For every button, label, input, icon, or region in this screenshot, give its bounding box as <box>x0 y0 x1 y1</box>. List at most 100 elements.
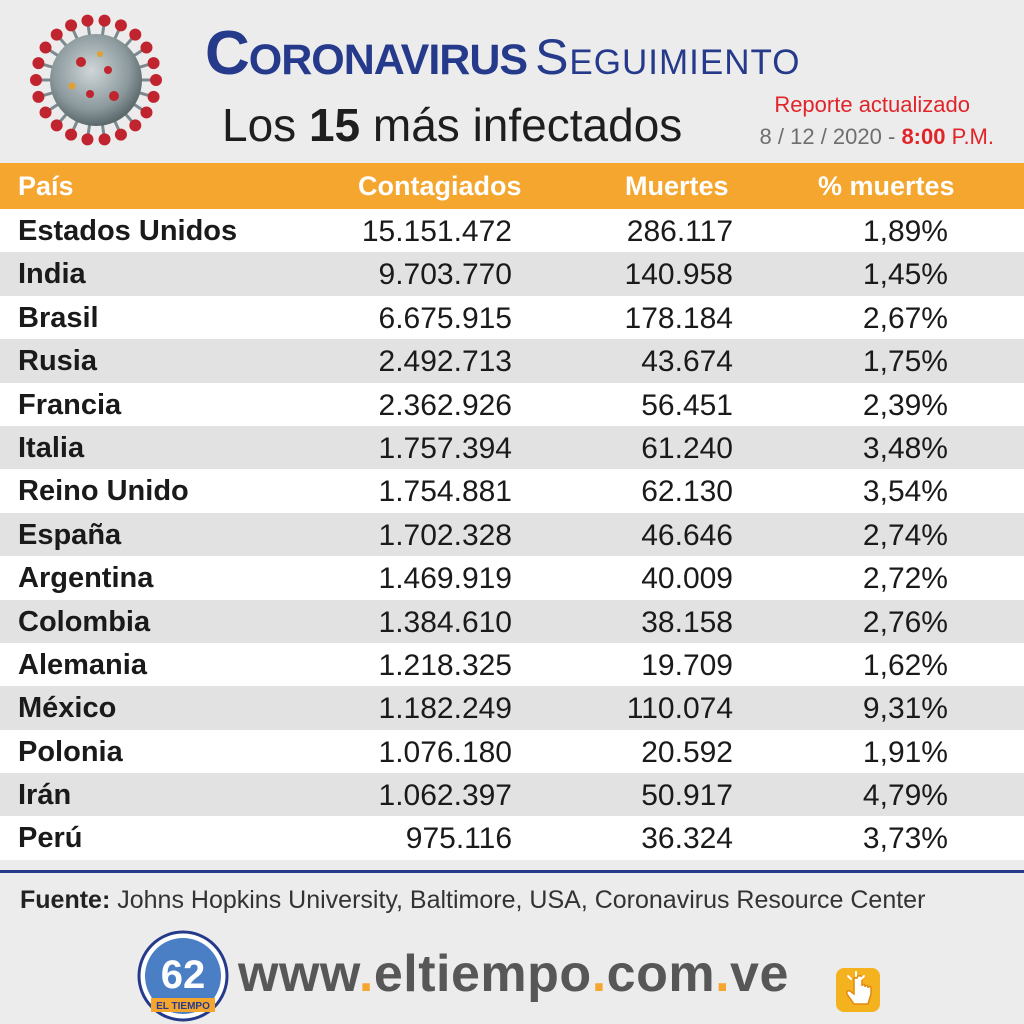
url-dot: . <box>358 945 374 1003</box>
table-row: Colombia 1.384.610 38.158 2,76% <box>0 599 1024 643</box>
source-text: Johns Hopkins University, Baltimore, USA… <box>110 886 926 914</box>
cell-deaths: 36.324 <box>641 822 733 856</box>
cell-infected: 6.675.915 <box>378 301 512 335</box>
cell-country: Polonia <box>18 735 123 768</box>
data-table: Estados Unidos 15.151.472 286.117 1,89% Indi… <box>0 209 1024 860</box>
cell-infected: 9.703.770 <box>378 258 512 292</box>
cell-country: Estados Unidos <box>18 215 238 247</box>
cell-country: Colombia <box>18 605 151 638</box>
cell-infected: 1.702.328 <box>378 518 512 552</box>
cell-country: Irán <box>18 779 72 812</box>
cell-deaths: 140.958 <box>624 258 733 292</box>
cell-death-rate: 3,54% <box>862 475 948 509</box>
cell-deaths: 110.074 <box>626 692 733 726</box>
cell-infected: 1.218.325 <box>378 648 512 682</box>
ampm-text: P.M. <box>951 124 994 149</box>
date-text: 8 / 12 / 2020 - <box>759 124 896 149</box>
cell-country: Francia <box>18 388 122 421</box>
cell-country: España <box>18 518 122 551</box>
table-row: Francia 2.362.926 56.451 2,39% <box>0 382 1024 426</box>
cell-death-rate: 2,76% <box>862 605 948 639</box>
cell-infected: 15.151.472 <box>361 215 512 248</box>
cell-infected: 1.754.881 <box>378 475 512 509</box>
subtitle-suffix: más infectados <box>360 99 683 151</box>
table-row: Italia 1.757.394 61.240 3,48% <box>0 425 1024 470</box>
table-row: España 1.702.328 46.646 2,74% <box>0 512 1024 557</box>
subtitle-number: 15 <box>308 99 361 151</box>
column-header-deaths: Muertes <box>625 171 729 201</box>
cell-infected: 2.492.713 <box>378 345 512 379</box>
cell-deaths: 61.240 <box>641 431 733 465</box>
cell-deaths: 56.451 <box>641 388 733 422</box>
cell-country: Brasil <box>18 301 99 334</box>
cell-deaths: 20.592 <box>641 735 733 769</box>
table-row: Polonia 1.076.180 20.592 1,91% <box>0 729 1024 774</box>
cell-death-rate: 9,31% <box>862 692 948 726</box>
cell-death-rate: 1,89% <box>862 215 948 248</box>
url-com: com <box>606 945 716 1003</box>
website-url[interactable]: www.eltiempo.com.ve <box>238 944 789 1004</box>
cell-country: Argentina <box>18 562 154 595</box>
url-eltiempo: eltiempo <box>373 945 592 1003</box>
cell-deaths: 43.674 <box>641 345 733 379</box>
source-line: Fuente: Johns Hopkins University, Baltim… <box>20 886 925 915</box>
cell-infected: 1.062.397 <box>378 779 512 813</box>
cell-death-rate: 1,91% <box>862 735 948 769</box>
cell-country: Rusia <box>18 345 97 378</box>
url-dot: . <box>591 945 607 1003</box>
cell-infected: 1.384.610 <box>378 605 512 639</box>
table-row: Brasil 6.675.915 178.184 2,67% <box>0 295 1024 340</box>
cell-country: Perú <box>18 822 83 855</box>
table-row: Irán 1.062.397 50.917 4,79% <box>0 773 1024 817</box>
cell-death-rate: 3,48% <box>862 431 948 465</box>
main-title: Coronavirus Seguimiento <box>205 18 800 89</box>
cell-death-rate: 2,39% <box>862 388 948 422</box>
cell-country: Italia <box>18 431 85 464</box>
cell-deaths: 286.117 <box>626 215 733 248</box>
cell-death-rate: 2,67% <box>862 301 948 335</box>
column-header-death-rate: % muertes <box>818 171 955 201</box>
report-date: 8 / 12 / 2020 - 8:00 P.M. <box>760 124 994 150</box>
cell-deaths: 50.917 <box>641 779 733 813</box>
cell-country: India <box>18 258 86 291</box>
cell-death-rate: 1,62% <box>862 648 948 682</box>
table-row: México 1.182.249 110.074 9,31% <box>0 686 1024 730</box>
cell-death-rate: 4,79% <box>862 779 948 813</box>
coronavirus-icon <box>30 14 162 146</box>
divider <box>0 870 1024 873</box>
table-row: Rusia 2.492.713 43.674 1,75% <box>0 339 1024 383</box>
cell-infected: 1.076.180 <box>378 735 512 769</box>
cell-deaths: 38.158 <box>641 605 733 639</box>
table-row: Alemania 1.218.325 19.709 1,62% <box>0 642 1024 687</box>
title-seguimiento: Seguimiento <box>535 29 801 85</box>
table-row: Argentina 1.469.919 40.009 2,72% <box>0 556 1024 600</box>
cell-country: Reino Unido <box>18 475 189 508</box>
cell-infected: 1.469.919 <box>378 562 512 596</box>
cell-infected: 1.757.394 <box>378 431 512 465</box>
cell-death-rate: 1,45% <box>862 258 948 292</box>
cell-deaths: 46.646 <box>641 518 733 552</box>
logo-number: 62 <box>161 953 206 997</box>
cell-death-rate: 2,72% <box>862 562 948 596</box>
table-row: India 9.703.770 140.958 1,45% <box>0 252 1024 296</box>
url-www: www <box>238 945 359 1003</box>
report-label: Reporte actualizado <box>774 92 970 117</box>
table-header: País Contagiados Muertes % muertes <box>0 163 1024 209</box>
table-row: Estados Unidos 15.151.472 286.117 1,89% <box>0 209 1024 253</box>
cell-deaths: 178.184 <box>624 301 733 335</box>
subtitle: Los 15 más infectados <box>222 98 682 152</box>
el-tiempo-logo: 62 EL TIEMPO <box>137 930 229 1022</box>
url-dot: . <box>715 945 731 1003</box>
table-row: Perú 975.116 36.324 3,73% <box>0 816 1024 860</box>
cell-country: México <box>18 692 117 725</box>
cell-infected: 2.362.926 <box>378 388 512 422</box>
subtitle-prefix: Los <box>222 99 309 151</box>
logo-text: EL TIEMPO <box>156 1001 210 1012</box>
cell-death-rate: 3,73% <box>862 822 948 856</box>
url-ve: ve <box>730 945 789 1003</box>
click-hand-icon <box>836 968 880 1012</box>
column-header-infected: Contagiados <box>358 171 522 201</box>
cell-infected: 975.116 <box>405 822 512 856</box>
cell-death-rate: 1,75% <box>862 345 948 379</box>
